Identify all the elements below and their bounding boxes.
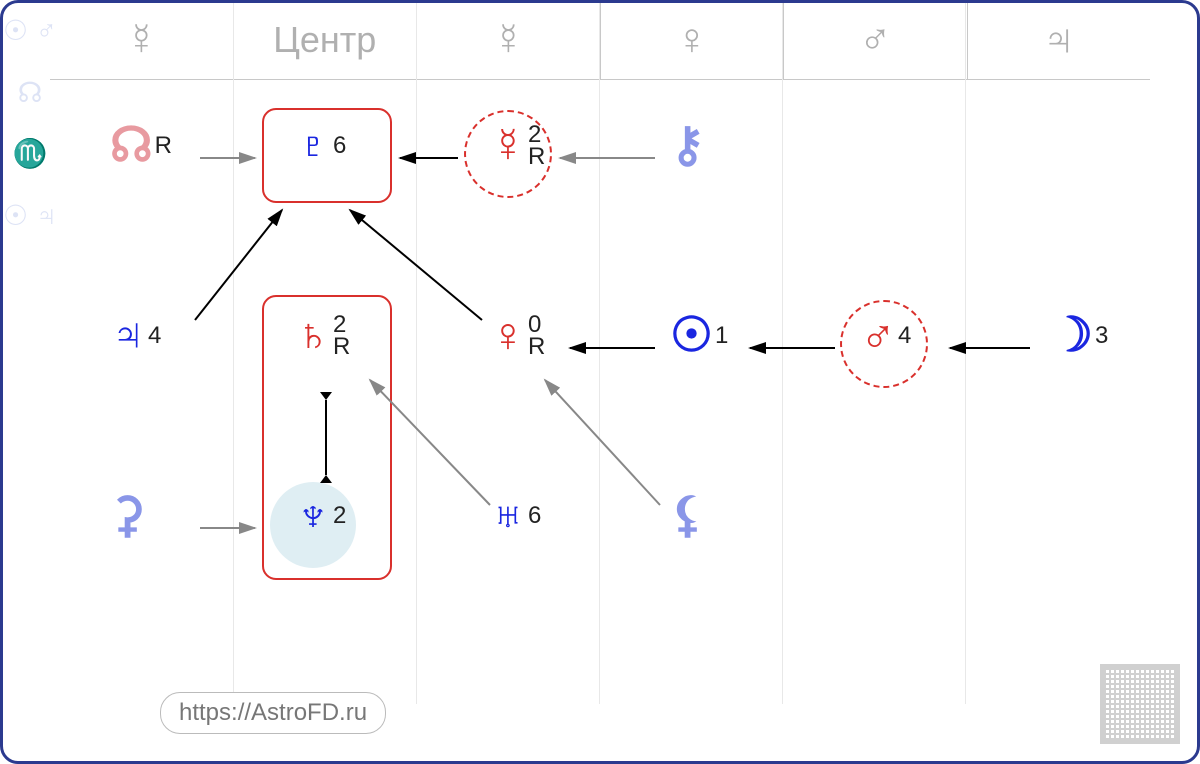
annotation-moon: 3 (1095, 325, 1108, 347)
annotation-pluto: 6 (333, 135, 346, 157)
annotation-venus: 0R (528, 314, 545, 357)
node-merc: ☿2R (490, 122, 545, 170)
annotation-saturn: 2R (333, 314, 350, 357)
node-saturn: ♄2R (295, 312, 350, 360)
column-headers: ☿Центр☿♀♂♃ (50, 0, 1150, 80)
node-uranus: ♅6 (490, 492, 541, 540)
glyph-mars: ♂ (860, 312, 896, 360)
glyph-uranus: ♅ (490, 492, 526, 540)
node-lilith: ⚸ (670, 492, 705, 540)
node-moon: ☽3 (1050, 312, 1108, 360)
column-header-col3: ☿ (417, 0, 601, 79)
annotation-neptune: 2 (333, 505, 346, 527)
annotation-sun: 1 (715, 325, 728, 347)
glyph-venus: ♀ (490, 312, 526, 360)
node-sun: ☉1 (670, 312, 728, 360)
qr-code (1100, 664, 1180, 744)
glyph-merc: ☿ (490, 122, 526, 170)
glyph-lilith: ⚸ (670, 492, 705, 540)
glyph-sun: ☉ (670, 312, 713, 360)
glyph-pluto: ♇ (295, 122, 331, 170)
glyph-ceres: ⚳ (110, 492, 145, 540)
node-venus: ♀0R (490, 312, 545, 360)
column-header-col2: Центр (234, 0, 418, 79)
node-ceres: ⚳ (110, 492, 145, 540)
glyph-saturn: ♄ (295, 312, 331, 360)
annotation-nnode: R (155, 135, 172, 157)
annotation-merc: 2R (528, 124, 545, 167)
column-header-col1: ☿ (50, 0, 234, 79)
node-nnode: ☊R (110, 122, 172, 170)
source-url-pill: https://AstroFD.ru (160, 692, 386, 734)
glyph-chiron: ⚷ (670, 122, 705, 170)
glyph-jup: ♃ (110, 312, 146, 360)
node-mars: ♂4 (860, 312, 911, 360)
annotation-mars: 4 (898, 325, 911, 347)
column-header-col5: ♂ (784, 0, 968, 79)
node-jup: ♃4 (110, 312, 161, 360)
node-neptune: ♆2 (295, 492, 346, 540)
diagram-body (50, 80, 1150, 764)
glyph-neptune: ♆ (295, 492, 331, 540)
diagram-grid: ☿Центр☿♀♂♃ ☊R♇6☿2R⚷♃4♄2R♀0R☉1♂4☽3⚳♆2♅6⚸ (50, 0, 1150, 764)
node-chiron: ⚷ (670, 122, 705, 170)
column-header-col6: ♃ (968, 0, 1151, 79)
glyph-nnode: ☊ (110, 122, 153, 170)
glyph-moon: ☽ (1050, 312, 1093, 360)
annotation-uranus: 6 (528, 505, 541, 527)
column-header-col4: ♀ (601, 0, 785, 79)
node-pluto: ♇6 (295, 122, 346, 170)
annotation-jup: 4 (148, 325, 161, 347)
